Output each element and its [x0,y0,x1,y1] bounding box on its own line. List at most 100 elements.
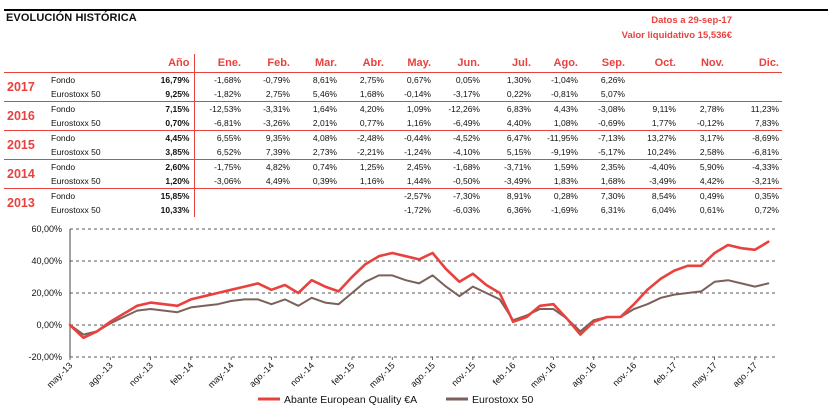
column-header: Sep. [601,57,625,69]
monthly-return-cell: -4,52% [453,133,480,143]
monthly-return-cell: 2,78% [699,104,724,114]
table-row: Eurostoxx 50 3,85% 6,52% 7,39% 2,73% -2,21% -1… [4,145,782,160]
column-header: Oct. [654,57,676,69]
y-tick-label: 60,00% [31,224,62,234]
monthly-return-cell: 0,28% [553,191,578,201]
monthly-return-cell [293,189,340,204]
monthly-return-cell: -11,95% [546,133,578,143]
header-rule [4,9,828,11]
monthly-return-cell: -3,06% [214,176,241,186]
table-row: 2015 Fondo 4,45% 6,55% 9,35% 4,08% -2,48% -0,44… [4,130,782,152]
x-tick-label: ago.-16 [569,360,598,389]
monthly-return-cell: -0,69% [598,118,625,128]
monthly-return-cell: 4,49% [265,176,290,186]
monthly-return-cell: 0,77% [359,118,384,128]
monthly-return-cell: -3,71% [504,162,531,172]
y-tick-label: 40,00% [31,256,62,266]
monthly-return-cell: 13,27% [647,133,676,143]
table-header-row: Año Ene. Feb. Mar. Abr. May. Jun. Jul. A… [4,54,782,73]
monthly-return-cell: 2,75% [265,89,290,99]
monthly-return-cell: -12,53% [209,104,241,114]
monthly-return-cell: -6,81% [214,118,241,128]
row-label: Eurostoxx 50 [51,89,101,99]
table-row: 2016 Fondo 7,15% -12,53% -3,31% 1,64% 4,20% 1,0… [4,101,782,123]
column-header: Año [134,54,195,73]
monthly-return-cell: 1,64% [312,104,337,114]
monthly-return-cell: -2,48% [357,133,384,143]
x-tick-label: feb.-17 [652,360,679,387]
monthly-return-cell: -7,13% [598,133,625,143]
monthly-return-cell: 5,07% [600,89,625,99]
header-meta: Datos a 29-sep-17 Valor liquidativo 15,5… [622,13,732,43]
monthly-return-cell: 1,68% [600,176,625,186]
monthly-return-cell: -1,68% [214,75,241,85]
y-tick-label: 20,00% [31,288,62,298]
monthly-return-cell: 1,30% [506,75,531,85]
y-tick-label: -20,00% [28,352,62,362]
monthly-return-cell: 0,61% [699,205,724,215]
monthly-return-cell: 2,01% [312,118,337,128]
column-header: Jun. [457,57,480,69]
year-label: 2015 [7,138,35,152]
row-label: Fondo [51,191,76,201]
x-tick-label: nov.-16 [611,360,639,388]
x-tick-label: may.-15 [367,360,397,390]
x-tick-label: may.-16 [528,360,558,390]
monthly-return-cell: 8,61% [312,75,337,85]
monthly-return-cell: 7,30% [600,191,625,201]
annual-return-cell: 4,45% [134,130,195,145]
monthly-return-cell: 4,43% [553,104,578,114]
monthly-return-cell: 6,83% [506,104,531,114]
row-label: Fondo [51,104,76,114]
returns-table: Año Ene. Feb. Mar. Abr. May. Jun. Jul. A… [4,54,782,217]
x-tick-label: may.-14 [206,360,236,390]
monthly-return-cell: 1,77% [651,118,676,128]
monthly-return-cell: 4,20% [359,104,384,114]
table-row: Eurostoxx 50 9,25% -1,82% 2,75% 5,46% 1,68% -0… [4,87,782,102]
annual-return-cell: 1,20% [134,174,195,189]
monthly-return-cell: -9,19% [551,147,578,157]
page-title: EVOLUCIÓN HISTÓRICA [6,12,137,24]
monthly-return-cell [628,87,679,102]
header-blank [48,54,134,73]
annual-return-cell: 10,33% [134,203,195,217]
x-tick-label: ago.-15 [408,360,437,389]
table-row: Eurostoxx 50 1,20% -3,06% 4,49% 0,39% 1,16% 1,… [4,174,782,189]
monthly-return-cell: 0,74% [312,162,337,172]
monthly-return-cell: -0,50% [453,176,480,186]
monthly-return-cell: -7,30% [453,191,480,201]
year-group: 2014 Fondo 2,60% -1,75% 4,82% 0,74% 1,25% 2,45%… [4,159,782,189]
x-tick-label: nov.-14 [288,360,316,388]
column-header: Jul. [512,57,531,69]
x-tick-label: ago.-17 [731,360,760,389]
monthly-return-cell: 1,08% [553,118,578,128]
year-label: 2013 [7,196,35,210]
annual-return-cell: 3,85% [134,145,195,160]
monthly-return-cell: -3,31% [263,104,290,114]
monthly-return-cell: 6,47% [506,133,531,143]
annual-return-cell: 2,60% [134,159,195,174]
monthly-return-cell: -1,72% [404,205,431,215]
table-row: 2013 Fondo 15,85% -2,57% -7,30% 8,91% 0,28% 7,3… [4,188,782,210]
monthly-return-cell: 6,26% [600,75,625,85]
row-label: Eurostoxx 50 [51,176,101,186]
monthly-return-cell: 2,45% [406,162,431,172]
monthly-return-cell: -0,14% [404,89,431,99]
monthly-return-cell: 2,35% [600,162,625,172]
column-header: Ene. [217,57,241,69]
monthly-return-cell: -1,82% [214,89,241,99]
column-header: May. [407,57,431,69]
monthly-return-cell: 1,68% [359,89,384,99]
annual-return-cell: 9,25% [134,87,195,102]
monthly-return-cell [727,73,782,88]
monthly-return-cell [340,203,387,217]
monthly-return-cell: 5,15% [506,147,531,157]
monthly-return-cell: 1,44% [406,176,431,186]
column-header: Dic. [758,57,779,69]
annual-return-cell: 0,70% [134,116,195,131]
monthly-return-cell: 8,54% [651,191,676,201]
annual-return-cell: 16,79% [134,72,195,87]
monthly-return-cell: -1,68% [453,162,480,172]
monthly-return-cell: 6,31% [600,205,625,215]
data-date: Datos a 29-sep-17 [651,15,732,26]
